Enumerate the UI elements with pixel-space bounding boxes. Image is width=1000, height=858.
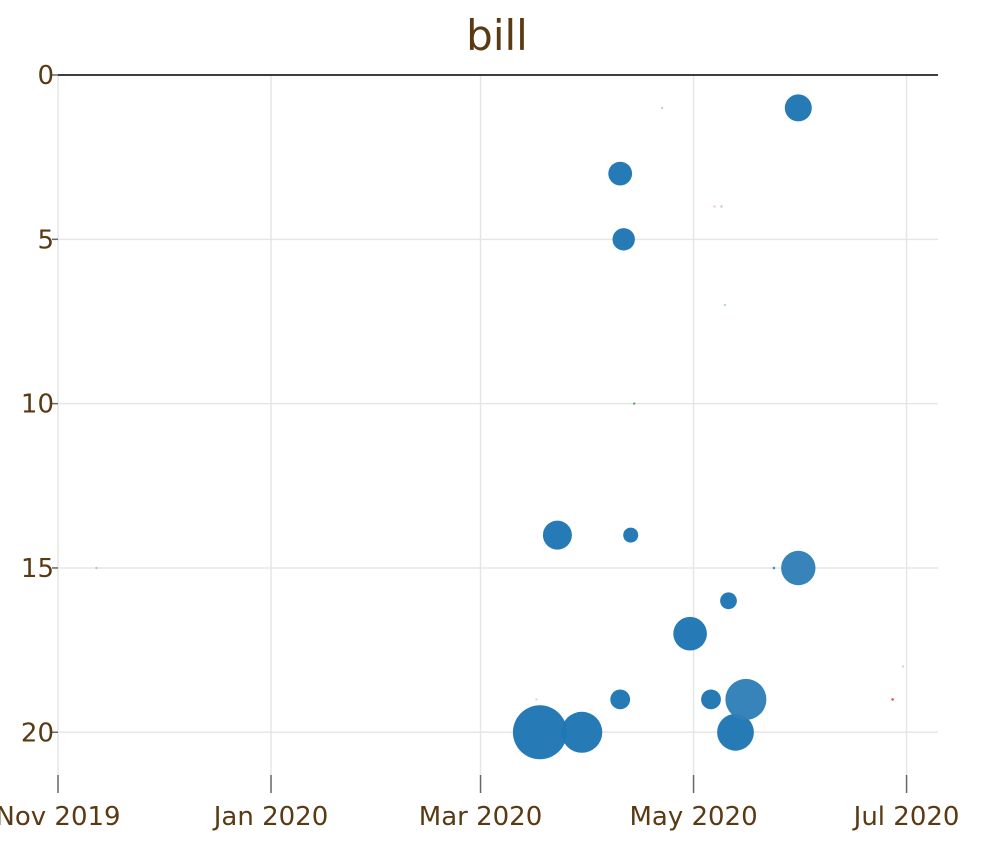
x-tick-label: Jan 2020 <box>212 802 329 832</box>
data-point <box>95 566 98 570</box>
x-tick-label: May 2020 <box>629 802 757 832</box>
data-point <box>673 616 707 651</box>
data-point <box>623 527 639 543</box>
data-point <box>772 566 776 570</box>
y-tick-label: 15 <box>21 554 54 584</box>
y-axis: 0 5 10 15 20 <box>21 61 58 748</box>
data-point <box>723 303 727 307</box>
data-point <box>612 228 635 251</box>
y-tick-label: 10 <box>21 390 54 420</box>
data-point <box>725 678 767 720</box>
data-point <box>660 106 664 110</box>
y-tick-label: 20 <box>21 718 54 748</box>
data-point <box>781 550 816 586</box>
data-point <box>717 713 754 751</box>
data-point <box>713 205 716 208</box>
data-point <box>720 592 737 610</box>
data-point <box>535 698 538 701</box>
data-point <box>891 698 894 701</box>
x-tick-label: Mar 2020 <box>419 802 543 832</box>
data-point <box>633 402 636 405</box>
grid-layer <box>57 75 938 775</box>
chart-title: bill <box>466 11 528 60</box>
data-point <box>542 520 572 550</box>
y-tick-label: 0 <box>37 61 54 91</box>
data-point <box>901 665 905 668</box>
x-tick-label: Jul 2020 <box>852 802 960 832</box>
data-point <box>784 94 812 122</box>
data-point <box>608 161 633 186</box>
data-points <box>95 94 905 760</box>
x-axis: Nov 2019 Jan 2020 Mar 2020 May 2020 Jul 2020 <box>0 775 959 832</box>
data-point <box>561 711 603 753</box>
data-point <box>610 689 631 710</box>
data-point <box>512 705 567 760</box>
data-point <box>701 689 721 710</box>
data-point <box>720 205 723 208</box>
x-tick-label: Nov 2019 <box>0 802 121 832</box>
y-tick-label: 5 <box>37 225 54 255</box>
